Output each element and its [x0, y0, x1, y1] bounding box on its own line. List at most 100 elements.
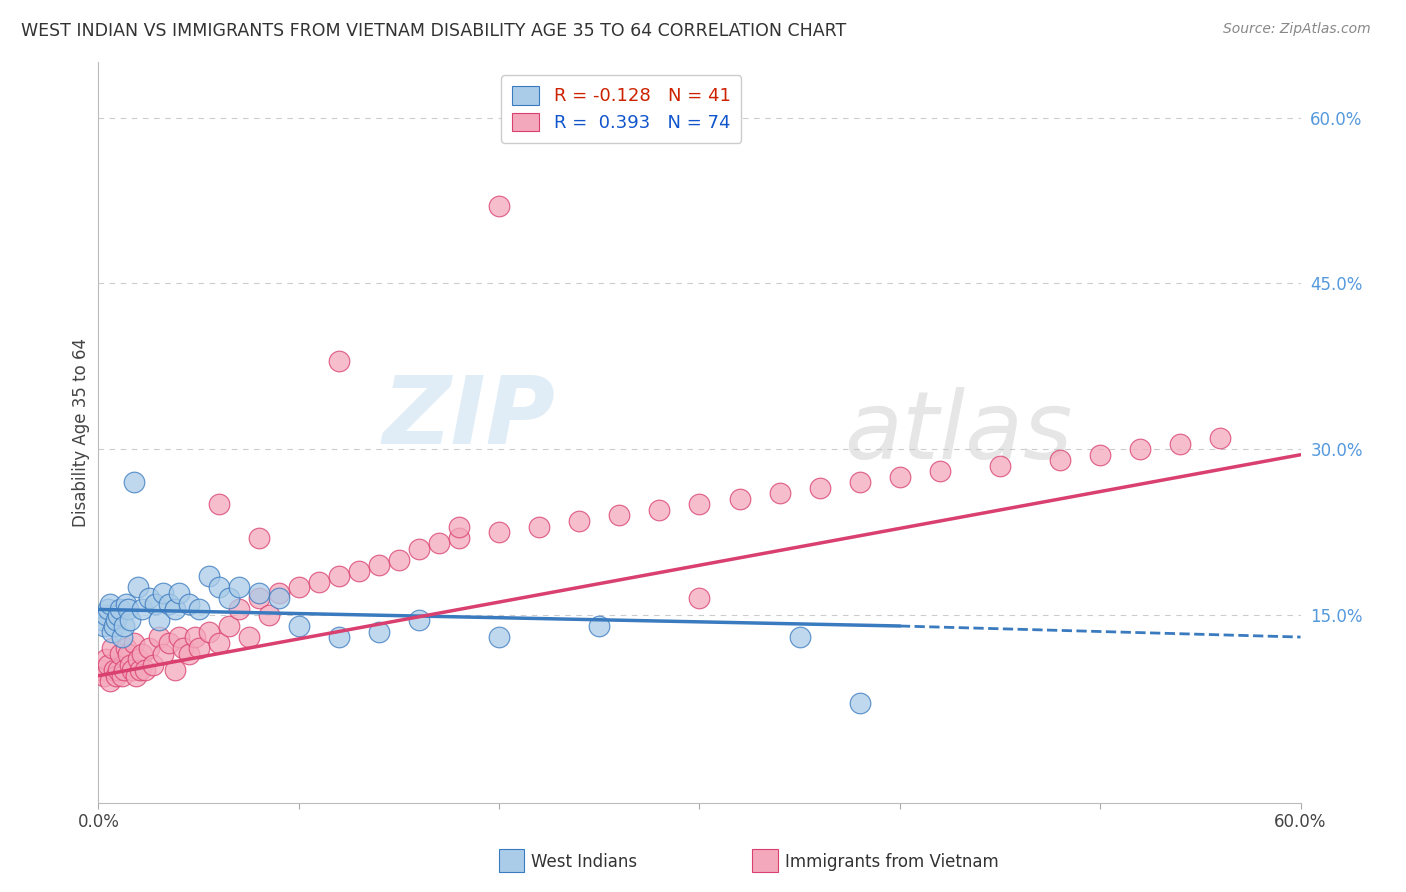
Point	[288, 619, 311, 633]
Point	[488, 630, 510, 644]
Point	[103, 619, 125, 633]
Point	[152, 647, 174, 661]
Point	[101, 624, 124, 639]
Point	[488, 524, 510, 539]
Point	[849, 697, 872, 711]
Point	[247, 586, 270, 600]
Point	[1088, 448, 1111, 462]
Point	[124, 475, 146, 490]
Point	[197, 624, 219, 639]
Point	[308, 574, 330, 589]
Point	[120, 614, 142, 628]
Point	[157, 635, 180, 649]
Point	[157, 597, 180, 611]
Text: atlas: atlas	[844, 387, 1071, 478]
Point	[789, 630, 811, 644]
Point	[128, 652, 150, 666]
Point	[101, 641, 124, 656]
Point	[187, 602, 209, 616]
Point	[267, 591, 290, 606]
Point	[100, 597, 122, 611]
Point	[128, 580, 150, 594]
Point	[988, 458, 1011, 473]
Point	[167, 630, 190, 644]
Point	[609, 508, 631, 523]
Text: ZIP: ZIP	[382, 372, 555, 464]
Point	[187, 641, 209, 656]
Point	[148, 614, 170, 628]
Point	[408, 541, 430, 556]
Point	[163, 602, 186, 616]
Point	[93, 669, 115, 683]
Point	[100, 674, 122, 689]
Point	[368, 558, 391, 573]
Point	[228, 580, 250, 594]
Point	[218, 619, 240, 633]
Point	[208, 635, 231, 649]
Point	[105, 669, 128, 683]
Point	[238, 630, 260, 644]
Point	[488, 199, 510, 213]
Point	[889, 470, 911, 484]
Point	[124, 635, 146, 649]
Point	[447, 531, 470, 545]
Y-axis label: Disability Age 35 to 64: Disability Age 35 to 64	[72, 338, 90, 527]
Point	[148, 630, 170, 644]
Text: Immigrants from Vietnam: Immigrants from Vietnam	[785, 853, 998, 871]
Point	[183, 630, 205, 644]
Point	[1170, 436, 1192, 450]
Point	[131, 602, 153, 616]
Point	[111, 630, 134, 644]
Point	[529, 519, 551, 533]
Point	[115, 597, 138, 611]
Point	[267, 586, 290, 600]
Point	[218, 591, 240, 606]
Point	[167, 586, 190, 600]
Point	[328, 353, 350, 368]
Point	[103, 663, 125, 677]
Point	[131, 647, 153, 661]
Point	[97, 657, 120, 672]
Point	[257, 607, 280, 622]
Point	[568, 514, 591, 528]
Point	[228, 602, 250, 616]
Point	[197, 569, 219, 583]
Point	[111, 669, 134, 683]
Point	[177, 647, 200, 661]
Point	[120, 657, 142, 672]
Point	[114, 619, 136, 633]
Point	[97, 602, 120, 616]
Point	[447, 519, 470, 533]
Point	[117, 647, 139, 661]
Point	[288, 580, 311, 594]
Point	[96, 607, 118, 622]
Point	[1129, 442, 1152, 457]
Point	[117, 602, 139, 616]
Point	[689, 498, 711, 512]
Point	[247, 531, 270, 545]
Point	[427, 536, 450, 550]
Point	[91, 614, 114, 628]
Point	[172, 641, 194, 656]
Point	[1209, 431, 1232, 445]
Point	[107, 607, 129, 622]
Point	[808, 481, 831, 495]
Legend: R = -0.128   N = 41, R =  0.393   N = 74: R = -0.128 N = 41, R = 0.393 N = 74	[502, 75, 741, 143]
Text: West Indians: West Indians	[531, 853, 637, 871]
Point	[125, 669, 148, 683]
Point	[96, 652, 118, 666]
Point	[849, 475, 872, 490]
Text: Source: ZipAtlas.com: Source: ZipAtlas.com	[1223, 22, 1371, 37]
Point	[110, 647, 132, 661]
Point	[208, 498, 231, 512]
Point	[177, 597, 200, 611]
Point	[114, 663, 136, 677]
Point	[152, 586, 174, 600]
Point	[121, 663, 143, 677]
Point	[769, 486, 792, 500]
Point	[368, 624, 391, 639]
Point	[388, 552, 411, 566]
Point	[689, 591, 711, 606]
Point	[138, 591, 160, 606]
Point	[110, 602, 132, 616]
